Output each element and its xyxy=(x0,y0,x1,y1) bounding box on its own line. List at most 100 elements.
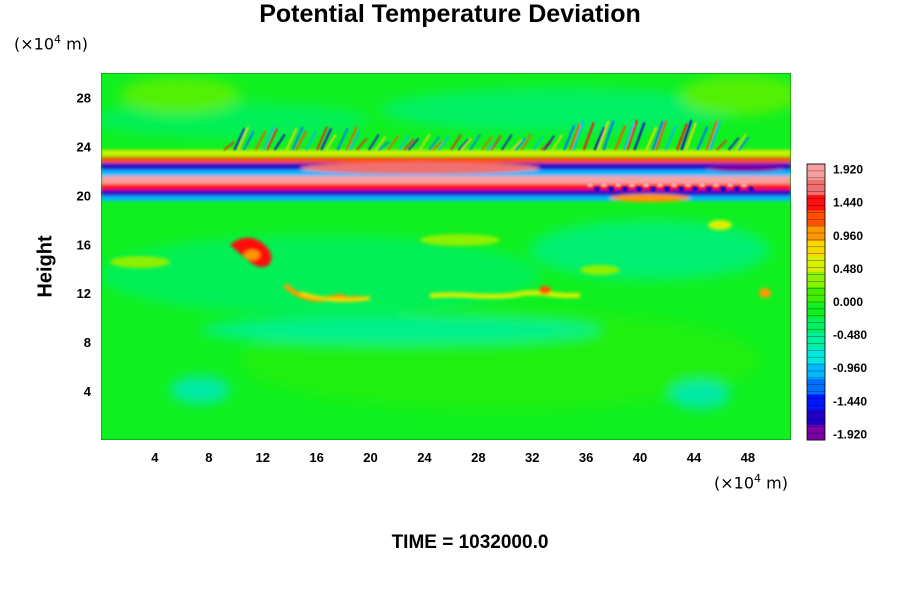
colorbar-label: 0.000 xyxy=(833,295,863,309)
wave-stripe xyxy=(597,120,610,151)
colorbar-segment xyxy=(807,286,825,303)
x-tick-label: 40 xyxy=(633,450,647,465)
wave-cell xyxy=(671,182,677,188)
wave-stripe xyxy=(511,138,523,151)
wave-stripe xyxy=(387,135,400,151)
x-tick-label: 12 xyxy=(255,450,269,465)
wave-cell xyxy=(699,182,705,188)
wave-stripe xyxy=(480,135,493,151)
x-axis-unit: (×104 m) xyxy=(714,472,788,493)
wave-stripe xyxy=(727,137,740,151)
x-tick-label: 32 xyxy=(525,450,539,465)
wave-stripe xyxy=(696,126,709,151)
wave-stripe xyxy=(469,133,482,151)
colorbar-label: 1.440 xyxy=(833,196,863,210)
wave-stripe xyxy=(265,127,278,151)
wave-stripe xyxy=(273,133,286,151)
colorbar-ticks: 1.920 1.440 0.960 0.480 0.000 -0.480 -0.960 -1.… xyxy=(833,163,867,442)
wave-cell xyxy=(657,182,663,188)
wave-stripe xyxy=(336,127,349,151)
wave-cell xyxy=(629,182,635,188)
x-tick-label: 36 xyxy=(579,450,593,465)
wave-stripe xyxy=(490,135,502,151)
wave-stripe xyxy=(367,133,380,151)
wave-stripe xyxy=(418,133,431,151)
wave-stripe xyxy=(651,120,664,151)
colorbar-segment xyxy=(807,317,825,334)
colorbar-segment xyxy=(807,225,825,242)
wave-cell xyxy=(713,182,719,188)
colorbar-segment xyxy=(807,378,825,395)
wave-stripe xyxy=(685,122,698,151)
wave-stripe xyxy=(520,133,533,151)
colorbar-segment xyxy=(807,256,825,272)
heatmap-field xyxy=(101,73,791,440)
wave-stripe xyxy=(431,140,444,151)
wave-stripe xyxy=(460,137,473,151)
x-tick-label: 48 xyxy=(741,450,755,465)
x-tick-label: 24 xyxy=(417,450,432,465)
wave-cell xyxy=(734,186,740,192)
y-axis-ticks: 4 8 12 16 20 24 28 xyxy=(77,90,92,399)
wave-stripe xyxy=(602,120,615,151)
wave-stripe xyxy=(223,141,235,151)
wave-stripe xyxy=(348,130,361,151)
wave-stripe xyxy=(305,130,318,151)
wave-stripe xyxy=(532,135,545,151)
wave-stripe xyxy=(626,119,639,151)
wave-stripe xyxy=(593,126,606,151)
wave-stripe xyxy=(633,122,646,151)
colorbar-segment xyxy=(807,194,825,211)
x-tick-label: 4 xyxy=(151,450,159,465)
wave-stripe xyxy=(233,127,246,151)
wave-stripe xyxy=(438,135,450,151)
wave-stripe xyxy=(398,134,411,151)
colorbar-segment xyxy=(807,348,825,364)
x-tick-label: 44 xyxy=(687,450,702,465)
colorbar-segment xyxy=(807,164,825,180)
wave-cell xyxy=(650,186,656,192)
x-tick-label: 28 xyxy=(471,450,485,465)
warm-patches xyxy=(110,220,771,303)
wave-stripe xyxy=(457,138,470,151)
wave-cell xyxy=(741,182,747,188)
wave-cell xyxy=(664,186,670,192)
colorbar-label: 0.960 xyxy=(833,229,863,243)
wave-stripe xyxy=(315,126,329,151)
colorbar-segment xyxy=(807,179,825,196)
wave-cell xyxy=(678,186,684,192)
wave-stripe xyxy=(325,133,338,151)
y-tick-label: 28 xyxy=(77,90,91,105)
wave-stripe xyxy=(285,127,298,151)
colorbar-segment xyxy=(807,409,825,426)
wave-stripe xyxy=(738,136,750,151)
colorbar-segment xyxy=(807,240,825,257)
wave-cell xyxy=(601,182,607,188)
colorbar-label: 0.480 xyxy=(833,262,863,276)
wave-cell xyxy=(706,186,712,192)
wave-stripe xyxy=(514,137,527,151)
y-tick-label: 20 xyxy=(77,188,91,203)
wave-cell xyxy=(685,182,691,188)
chart-title: Potential Temperature Deviation xyxy=(259,0,641,28)
colorbar-segment xyxy=(807,394,825,410)
y-tick-label: 24 xyxy=(77,139,92,154)
x-tick-label: 20 xyxy=(363,450,377,465)
y-tick-label: 12 xyxy=(77,286,91,301)
wave-stripe xyxy=(378,141,390,151)
wave-stripe xyxy=(237,126,250,151)
colorbar-segment xyxy=(807,302,825,318)
colorbar-segment xyxy=(807,271,825,288)
wave-stripe xyxy=(614,125,627,151)
wave-stripe xyxy=(242,130,255,151)
x-tick-label: 8 xyxy=(205,450,212,465)
wave-stripe xyxy=(623,123,636,151)
wave-cell xyxy=(615,182,621,188)
wave-stripe xyxy=(291,126,304,151)
y-tick-label: 8 xyxy=(84,335,91,350)
wave-stripe xyxy=(500,134,513,151)
wave-stripe xyxy=(715,139,728,151)
wave-stripe xyxy=(295,130,308,151)
wave-cell xyxy=(748,186,754,192)
